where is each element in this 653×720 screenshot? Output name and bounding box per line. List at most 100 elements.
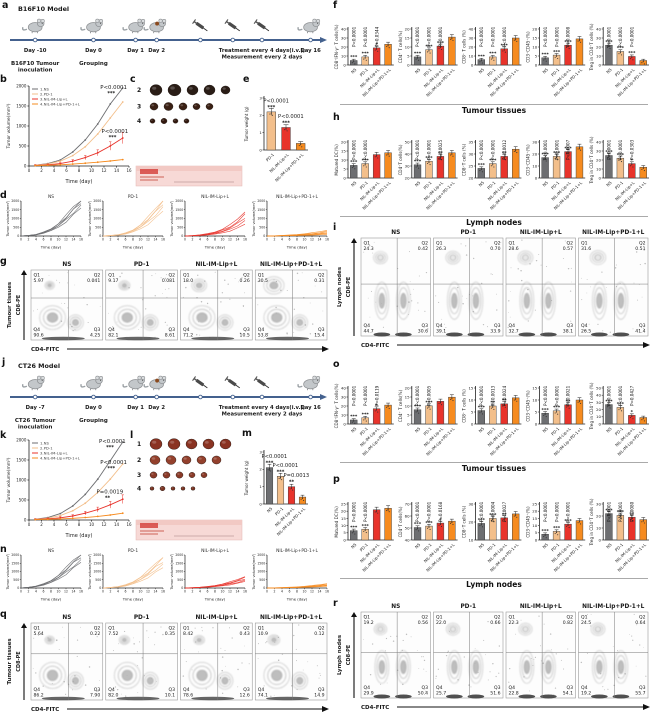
flow-dot [140,326,142,328]
flow-dot [485,654,486,656]
y-axis-title: CD4⁺ T cells(%) [398,31,403,64]
flow-dot [42,685,44,687]
data-point [515,398,517,400]
photo-row-label: 1 [137,441,141,448]
y-tick-label: 20 [405,26,410,31]
series-marker [121,137,124,139]
flow-dot [238,281,239,283]
flow-y-axis-label: CD8-PE [346,276,352,297]
y-tick-label: 30 [596,501,601,506]
flow-dot [92,280,94,282]
flow-dot [301,272,303,274]
quadrant-label: Q1 [108,626,115,632]
data-point [427,527,429,529]
p-value: P<0.0001 [618,385,623,406]
significance-stars: *** [478,163,486,169]
data-point [388,47,390,49]
flow-cytometry: Tumour tissues CD8-PECD4-FITCNSQ15.97Q20.… [7,262,329,353]
flow-dot [138,328,140,330]
flow-dot [609,331,611,333]
contour-blob [589,250,607,265]
p-value: P=0.0004 [490,501,495,522]
quadrant-label: Q1 [436,241,443,247]
bar [477,523,485,541]
y-tick-label: 15 [341,516,346,521]
y-tick-label: 0 [343,537,346,542]
flow-dot [521,279,523,282]
flow-dot [307,661,309,663]
flow-dot [99,679,101,681]
flow-dot [201,630,203,632]
panel-n: 0 500 1000 1500 2000 0 2 4 6 8 10 12 14 16 Tumor volum… [4,546,332,608]
y-tick-label: 1500 [175,208,183,212]
bar [265,467,274,505]
x-category-label: NIL-IM-Lip+PD-1+L [274,152,305,183]
flow-dot [125,695,127,697]
data-point [515,514,517,516]
x-tick-label: 0 [28,168,31,173]
x-axis-title: Time (day) [65,533,93,539]
y-tick-label: 5 [343,166,346,171]
quadrant-value: 0.66 [490,620,500,626]
contour-blob [545,660,552,674]
y-axis-title: Tumor volume(mm³) [170,200,174,237]
p-value: P=0.0168 [438,501,443,522]
flow-dot [424,690,427,692]
quadrant-value: 26.5 [581,329,591,335]
quadrant-value: 0.42 [418,246,428,252]
flow-dot [120,693,122,695]
series-marker [71,515,74,517]
data-point [609,158,611,160]
flow-plot-frame [105,622,178,701]
flow-dot [185,286,187,289]
data-point [386,509,388,512]
quadrant-label: Q3 [421,685,428,691]
tumour-highlight [151,473,154,475]
y-tick-label: 0 [259,147,262,152]
data-point [515,38,517,40]
timeline-sub-label: inoculation [18,67,53,73]
flow-dot [470,686,472,688]
significance-stars: *** [350,525,358,531]
contour-blob [445,250,461,265]
flow-dot [32,278,34,280]
tumour-highlight [181,487,184,489]
flow-dot [114,686,117,688]
data-point [515,149,517,151]
significance-stars: ** [438,151,443,157]
data-point [620,410,623,412]
data-point [364,418,366,420]
tumour-photo [149,486,155,491]
flow-dot [182,675,185,677]
y-tick-label: 10 [468,53,473,58]
x-tick-label: 12 [101,168,107,173]
syringe-icon [192,19,208,32]
quadrant-value: 26.3 [436,246,446,252]
flow-dot [553,693,555,695]
significance-stars: *** [564,146,572,152]
flow-y-arrowhead [21,270,27,275]
tumour-photo [178,102,188,111]
data-point [629,518,631,520]
flow-group-title: NIL-IM-Lip+PD-1+L [582,604,645,610]
y-tick-label: 10 [532,523,537,528]
flow-dot [154,644,156,646]
series-marker [109,160,112,162]
tumour-photo [172,118,179,124]
significance-stars: ** [502,512,507,518]
x-category-label: PD-1 [614,426,625,437]
p-value: P=0.0005 [427,385,432,406]
p-value: P<0.0001 [427,501,432,522]
contour-blob [517,250,534,265]
flow-dot [168,288,170,290]
p-value: P=0.0080 [630,501,635,522]
series-marker [84,512,87,515]
quadrant-label: Q1 [258,626,265,632]
mouse-ear [316,19,321,24]
data-point [490,58,492,60]
mouse-curve [102,200,164,237]
flow-plot-frame [360,237,431,337]
contour-blob [373,623,388,636]
quadrant-value: 30.5 [258,278,268,284]
flow-dot [116,688,119,691]
